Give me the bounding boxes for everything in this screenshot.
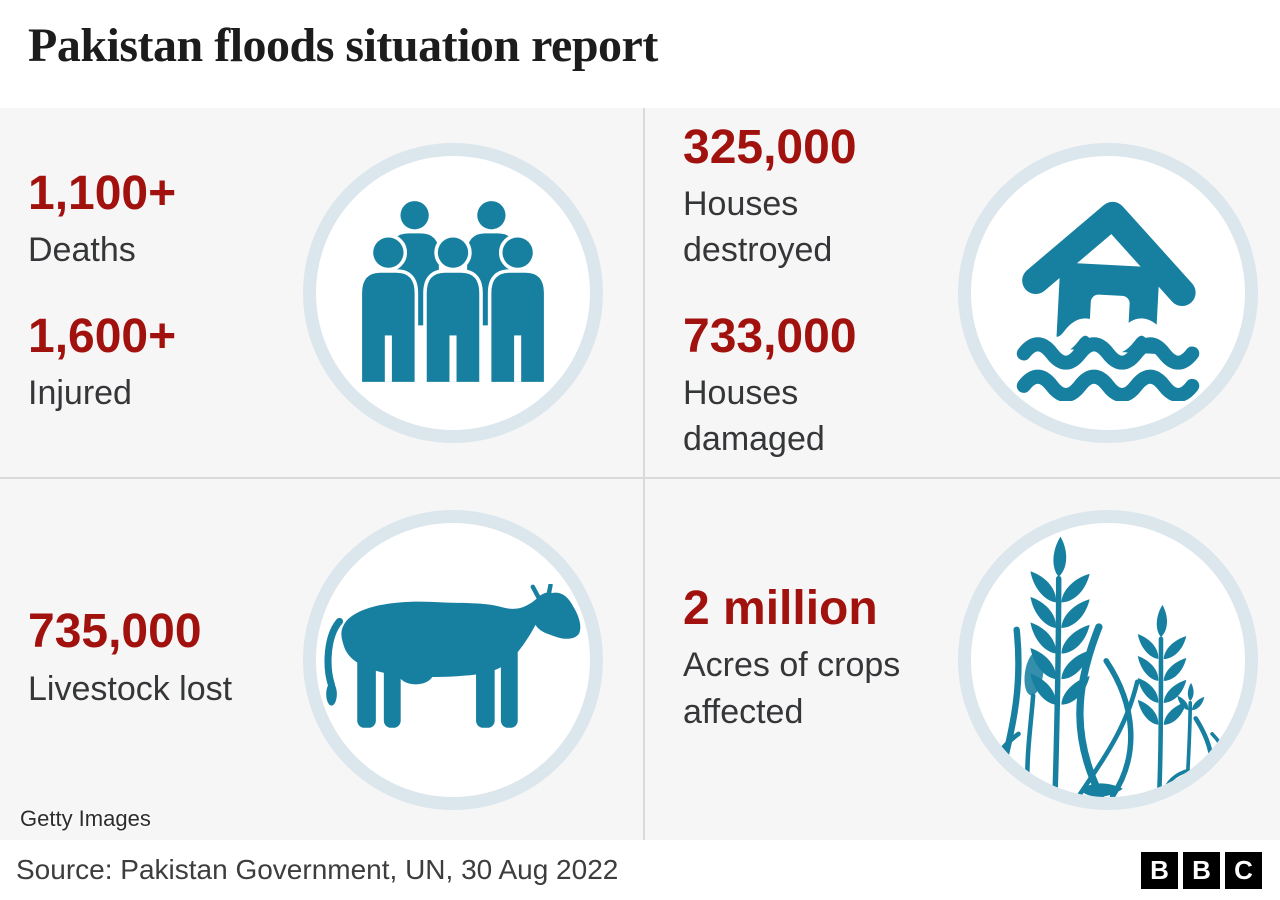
stat-injured-value: 1,600+	[28, 309, 177, 363]
stat-crops-value: 2 million	[683, 582, 878, 636]
header: Pakistan floods situation report	[0, 0, 1280, 108]
panel-houses: 325,000 Houses destroyed 733,000 Houses …	[645, 108, 1280, 477]
house-icon-circle	[958, 142, 1258, 443]
stat-injured: 1,600+ Injured	[28, 309, 303, 417]
stat-livestock-value: 735,000	[28, 605, 202, 659]
bbc-logo-block-2: B	[1183, 851, 1220, 889]
stat-houses-destroyed-value: 325,000	[683, 120, 857, 174]
stat-injured-label: Injured	[28, 373, 132, 412]
wheat-crops-icon	[977, 536, 1231, 797]
panel-livestock-text: 735,000 Livestock lost	[0, 605, 303, 712]
stat-livestock-label: Livestock lost	[28, 669, 233, 708]
vertical-divider	[643, 108, 645, 840]
stat-deaths-label: Deaths	[28, 231, 136, 270]
stat-crops: 2 million Acres of crops affected	[683, 582, 958, 735]
source-text: Source: Pakistan Government, UN, 30 Aug …	[16, 854, 619, 885]
flooded-house-icon	[1006, 201, 1200, 401]
bbc-logo: B B C	[1141, 851, 1262, 889]
people-icon-circle	[303, 142, 603, 443]
panel-crops-text: 2 million Acres of crops affected	[645, 582, 958, 735]
stat-livestock: 735,000 Livestock lost	[28, 605, 303, 712]
panel-livestock: 735,000 Livestock lost	[0, 479, 643, 840]
stat-houses-damaged: 733,000 Houses damaged	[683, 309, 958, 463]
stat-deaths: 1,100+ Deaths	[28, 166, 303, 274]
people-group-icon	[358, 197, 548, 386]
footer: Source: Pakistan Government, UN, 30 Aug …	[0, 840, 1280, 900]
stat-houses-destroyed-label: Houses destroyed	[683, 185, 833, 270]
person-front-right	[487, 233, 548, 386]
stat-houses-damaged-label: Houses damaged	[683, 373, 825, 459]
stat-houses-destroyed: 325,000 Houses destroyed	[683, 120, 958, 274]
panel-houses-text: 325,000 Houses destroyed 733,000 Houses …	[645, 120, 958, 463]
stat-houses-damaged-value: 733,000	[683, 309, 857, 363]
panel-casualties: 1,100+ Deaths 1,600+ Injured	[0, 108, 643, 477]
person-front-left	[358, 233, 419, 386]
panel-crops: 2 million Acres of crops affected	[645, 479, 1280, 840]
person-front-center	[423, 233, 483, 386]
panel-casualties-text: 1,100+ Deaths 1,600+ Injured	[0, 166, 303, 417]
bbc-logo-block-3: C	[1225, 851, 1262, 889]
page-title: Pakistan floods situation report	[28, 19, 658, 72]
bbc-logo-block-1: B	[1141, 851, 1178, 889]
stat-crops-label: Acres of crops affected	[683, 646, 901, 731]
horizontal-divider	[0, 477, 1280, 479]
stats-grid: 1,100+ Deaths 1,600+ Injured	[0, 108, 1280, 840]
stat-deaths-value: 1,100+	[28, 166, 177, 220]
image-credit: Getty Images	[20, 806, 151, 831]
cow-icon	[324, 584, 581, 728]
cow-icon-circle	[303, 509, 603, 810]
wheat-icon-circle	[958, 509, 1258, 810]
